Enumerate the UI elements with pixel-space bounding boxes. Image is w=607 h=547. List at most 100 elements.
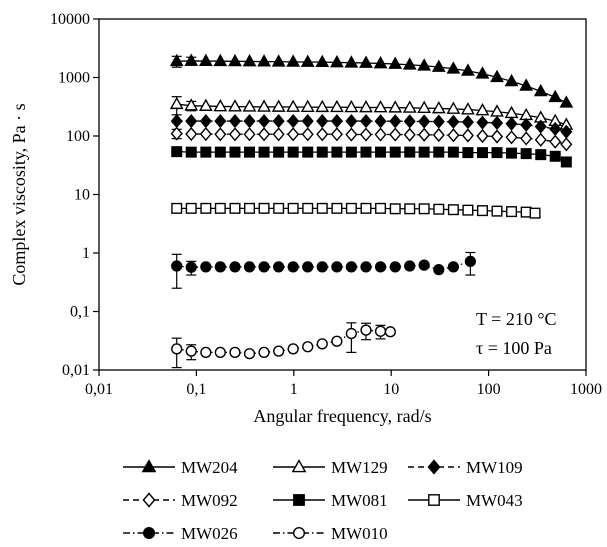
data-point	[287, 343, 299, 355]
data-point	[198, 53, 213, 66]
data-point	[214, 346, 226, 359]
data-point	[345, 327, 357, 340]
data-point	[359, 113, 373, 129]
data-point	[199, 126, 212, 142]
data-point	[462, 147, 474, 159]
data-point	[417, 100, 432, 113]
data-point	[300, 54, 315, 67]
x-tick-label: 0,01	[85, 381, 113, 398]
data-point	[200, 146, 212, 158]
data-point	[315, 99, 330, 113]
data-point	[549, 150, 561, 162]
data-point	[360, 324, 372, 336]
data-point	[417, 58, 432, 71]
data-point	[529, 207, 541, 219]
data-point	[461, 63, 475, 76]
data-point	[506, 147, 518, 159]
data-point	[331, 202, 343, 214]
series-mw092	[170, 126, 573, 152]
data-point	[271, 99, 286, 112]
data-point	[388, 100, 403, 113]
data-point	[170, 113, 183, 129]
data-point	[316, 202, 328, 214]
data-point	[185, 345, 197, 357]
data-point	[491, 147, 503, 159]
data-point	[359, 99, 373, 113]
x-tick-label: 100	[477, 381, 501, 398]
data-point	[214, 261, 226, 273]
legend-label: MW204	[181, 458, 238, 477]
data-point	[242, 54, 257, 67]
data-point	[374, 261, 387, 273]
data-point	[214, 146, 226, 158]
data-point	[316, 338, 328, 350]
series-mw109	[170, 113, 573, 139]
data-point	[433, 263, 445, 276]
data-point	[287, 127, 300, 142]
data-point	[520, 148, 532, 160]
data-point	[243, 127, 256, 142]
data-point	[243, 261, 256, 273]
data-point	[389, 114, 402, 129]
data-point	[431, 59, 446, 72]
data-point	[476, 115, 489, 130]
legend-item-mw043: MW043	[408, 491, 523, 510]
data-point	[316, 261, 328, 273]
legend-item-mw081: MW081	[273, 491, 388, 510]
data-point	[330, 99, 344, 113]
y-tick-label: 1	[82, 245, 90, 262]
data-point	[214, 127, 227, 142]
data-point	[171, 202, 183, 214]
data-point	[185, 113, 198, 129]
data-point	[228, 127, 242, 142]
legend-label: MW043	[466, 491, 523, 510]
data-point	[213, 99, 228, 112]
legend-marker	[427, 459, 441, 475]
data-point	[535, 149, 547, 161]
data-point	[389, 203, 401, 215]
data-point	[373, 100, 388, 113]
data-point	[534, 119, 547, 134]
legend-item-mw109: MW109	[408, 458, 523, 477]
legend-item-mw129: MW129	[273, 458, 388, 477]
series-line	[176, 103, 567, 126]
data-point	[490, 69, 504, 83]
data-series	[169, 53, 574, 369]
data-point	[345, 202, 357, 214]
data-point	[287, 261, 299, 273]
data-point	[258, 261, 270, 273]
annotations: T = 210 °C τ = 100 Pa	[476, 309, 557, 358]
data-point	[331, 261, 343, 273]
data-point	[446, 61, 461, 74]
data-point	[229, 346, 241, 359]
series-mw010	[171, 322, 396, 369]
data-point	[345, 146, 357, 158]
data-point	[360, 261, 372, 273]
data-point	[286, 99, 301, 112]
data-point	[169, 96, 184, 110]
data-point	[301, 127, 314, 142]
data-point	[171, 343, 183, 355]
legend-item-mw204: MW204	[123, 458, 238, 477]
data-point	[403, 127, 416, 142]
data-point	[464, 255, 476, 267]
data-point	[490, 115, 504, 131]
series-line	[176, 120, 567, 133]
data-point	[302, 146, 314, 158]
data-point	[404, 146, 416, 158]
data-point	[374, 114, 387, 129]
data-point	[213, 53, 228, 67]
y-tick-label: 0,1	[70, 304, 90, 321]
series-mw043	[171, 202, 541, 219]
legend-label: MW010	[331, 524, 388, 543]
temperature-annotation: T = 210 °C	[476, 309, 557, 329]
data-point	[345, 127, 358, 142]
data-point	[272, 113, 285, 129]
data-point	[534, 132, 547, 147]
legend-item-mw010: MW010	[273, 524, 388, 543]
data-point	[184, 98, 199, 111]
data-point	[384, 326, 396, 338]
x-tick-label: 10	[383, 381, 399, 398]
data-point	[170, 126, 183, 141]
data-point	[520, 131, 533, 146]
